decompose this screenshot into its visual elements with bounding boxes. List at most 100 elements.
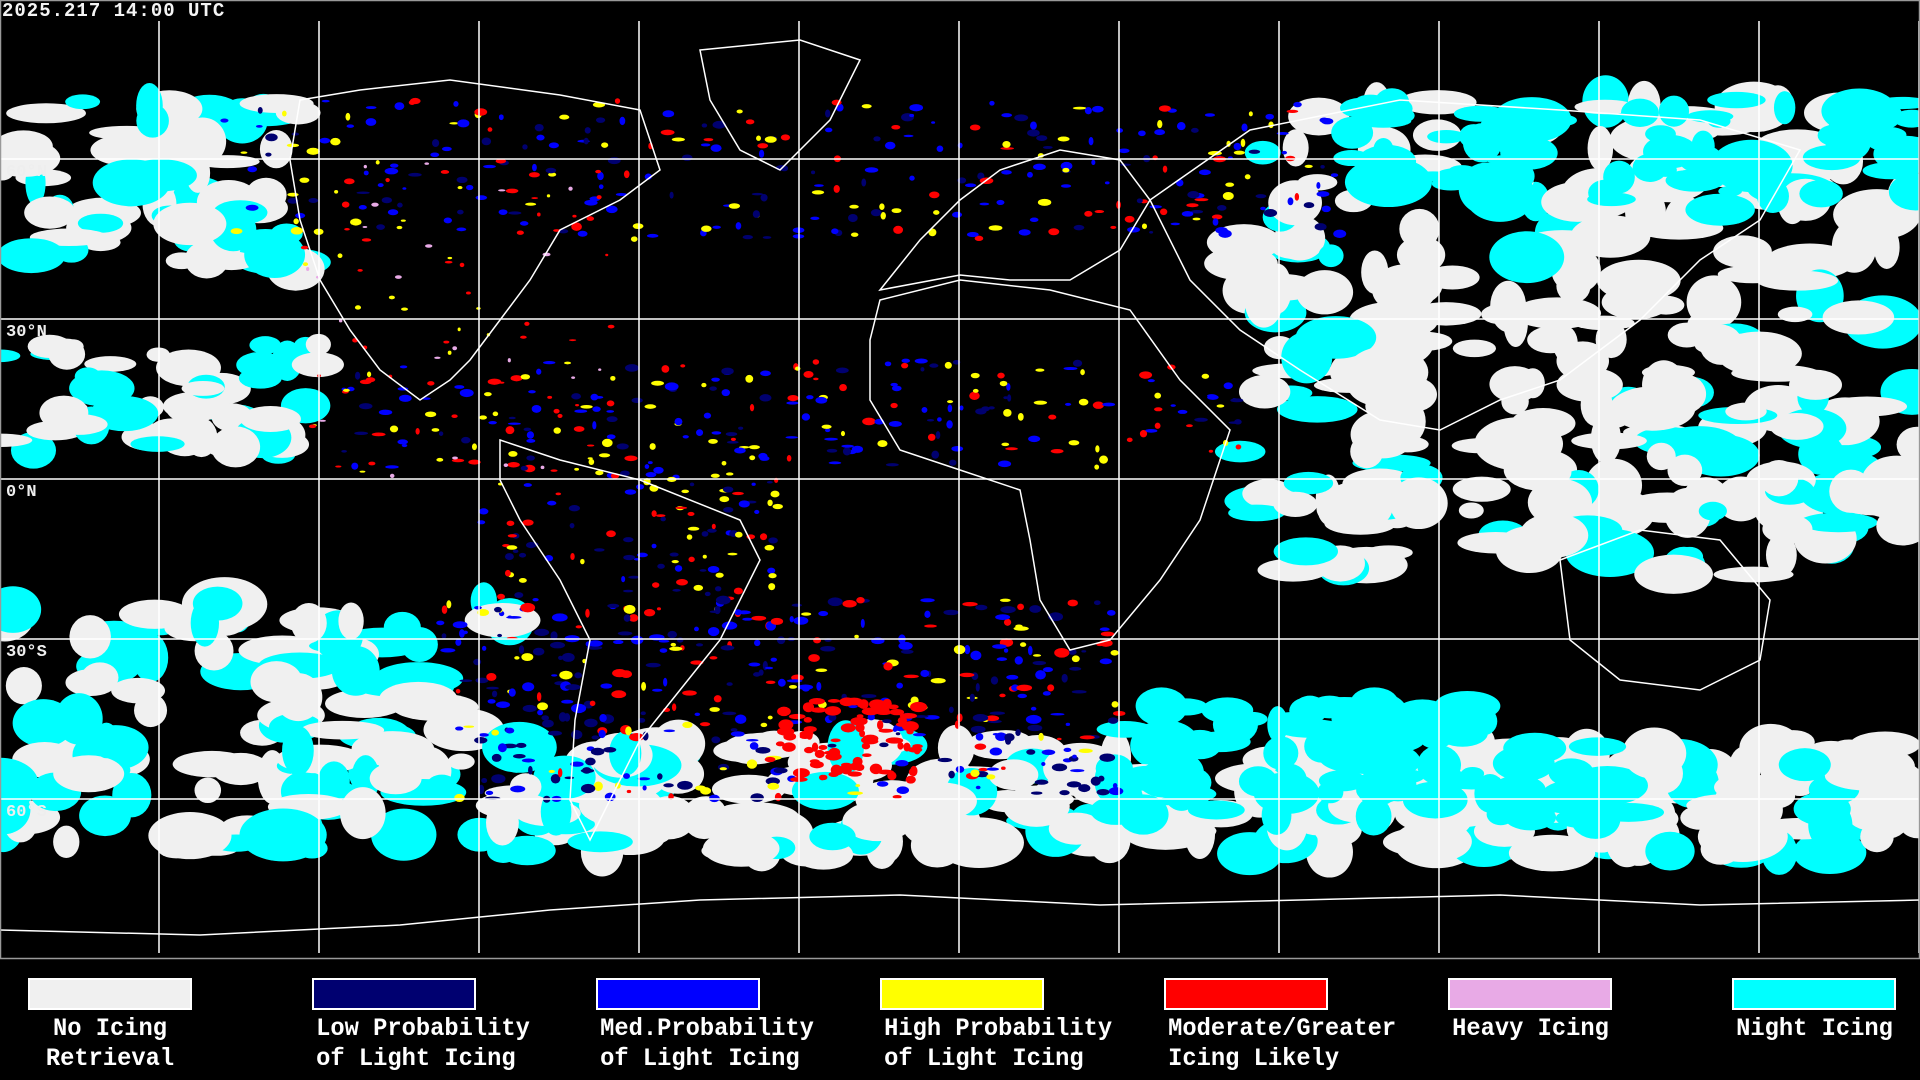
no-icing-area	[165, 252, 198, 270]
icing-cell	[912, 733, 926, 737]
icing-cell	[465, 291, 471, 295]
icing-cell	[927, 433, 936, 441]
legend-swatch	[28, 978, 192, 1010]
icing-cell	[1015, 729, 1021, 736]
icing-cell	[936, 145, 944, 152]
moderate-icing-cell	[830, 738, 841, 743]
moderate-icing-cell	[862, 753, 872, 757]
legend-item-low-probability: Low Probability of Light Icing	[312, 978, 530, 1074]
icing-cell	[770, 617, 784, 625]
icing-cell	[653, 466, 664, 474]
icing-cell	[745, 739, 759, 742]
icing-cell	[806, 395, 814, 400]
icing-cell	[532, 598, 539, 602]
no-icing-area	[1714, 773, 1777, 802]
icing-cell	[920, 598, 935, 603]
no-icing-area	[682, 796, 726, 840]
night-icing-area	[1691, 130, 1715, 162]
no-icing-area	[250, 661, 303, 703]
no-icing-area	[1519, 513, 1589, 558]
no-icing-area	[1571, 432, 1647, 450]
icing-cell	[486, 672, 497, 681]
icing-cell	[750, 793, 764, 802]
icing-cell	[711, 377, 720, 382]
icing-cell	[613, 639, 624, 645]
icing-cell	[302, 262, 309, 267]
icing-cell	[645, 662, 661, 668]
icing-cell	[586, 444, 595, 447]
icing-cell	[338, 318, 343, 323]
icing-cell	[696, 429, 704, 436]
icing-cell	[1094, 210, 1105, 214]
no-icing-area	[1725, 402, 1767, 421]
icing-cell	[1286, 109, 1299, 113]
icing-cell	[1092, 401, 1104, 409]
icing-cell	[777, 678, 786, 687]
icing-cell	[536, 692, 542, 702]
no-icing-area	[1283, 471, 1334, 495]
icing-cell	[384, 167, 399, 175]
icing-cell	[473, 658, 482, 666]
icing-cell	[516, 742, 527, 748]
no-icing-area	[55, 693, 103, 745]
no-icing-area	[1508, 834, 1596, 872]
icing-cell	[969, 693, 975, 702]
icing-cell	[890, 382, 898, 387]
icing-cell	[847, 771, 862, 777]
icing-cell	[703, 138, 714, 142]
no-icing-area	[370, 735, 405, 752]
icing-cell	[759, 394, 772, 402]
icing-cell	[287, 197, 299, 204]
icing-cell	[368, 461, 376, 466]
icing-cell	[600, 683, 613, 689]
icing-cell	[709, 386, 717, 391]
icing-cell	[441, 605, 448, 614]
icing-cell	[522, 704, 537, 713]
icing-cell	[988, 406, 995, 410]
icing-cell	[595, 117, 606, 123]
icing-cell	[396, 225, 403, 230]
icing-cell	[671, 137, 685, 142]
icing-cell	[972, 714, 989, 722]
night-icing-area	[1212, 705, 1259, 744]
legend-item-moderate-greater: Moderate/Greater Icing Likely	[1164, 978, 1396, 1074]
icing-cell	[1190, 209, 1204, 214]
icing-cell	[891, 385, 902, 392]
icing-cell	[742, 234, 753, 240]
no-icing-area	[910, 823, 964, 868]
icing-cell	[997, 460, 1012, 468]
icing-cell	[891, 208, 902, 214]
icing-cell	[820, 645, 836, 652]
icing-cell	[508, 211, 522, 215]
icing-cell	[704, 591, 711, 597]
icing-cell	[1047, 684, 1055, 692]
icing-cell	[487, 378, 502, 385]
no-icing-area	[1698, 501, 1727, 521]
icing-cell	[1061, 673, 1068, 683]
icing-cell	[671, 703, 677, 712]
icing-cell	[1319, 117, 1329, 123]
moderate-icing-cell	[887, 771, 897, 781]
icing-cell	[1080, 369, 1085, 376]
no-icing-area	[1699, 324, 1743, 365]
icing-cell	[682, 435, 689, 439]
legend-swatch	[1448, 978, 1612, 1010]
icing-cell	[1110, 225, 1117, 229]
icing-cell	[825, 109, 831, 118]
icing-cell	[700, 787, 712, 795]
icing-cell	[436, 620, 445, 626]
icing-cell	[492, 411, 499, 417]
icing-cell	[1118, 148, 1130, 154]
night-icing-area	[1854, 122, 1880, 134]
icing-cell	[547, 730, 563, 736]
icing-cell	[1032, 654, 1042, 657]
icing-cell	[523, 427, 532, 432]
icing-cell	[1003, 396, 1009, 400]
icing-cell	[903, 134, 914, 138]
icing-cell	[1060, 161, 1073, 171]
icing-cell	[526, 438, 536, 443]
icing-cell	[1006, 383, 1011, 391]
no-icing-area	[1489, 231, 1565, 284]
icing-cell	[330, 137, 341, 146]
icing-cell	[540, 465, 545, 470]
